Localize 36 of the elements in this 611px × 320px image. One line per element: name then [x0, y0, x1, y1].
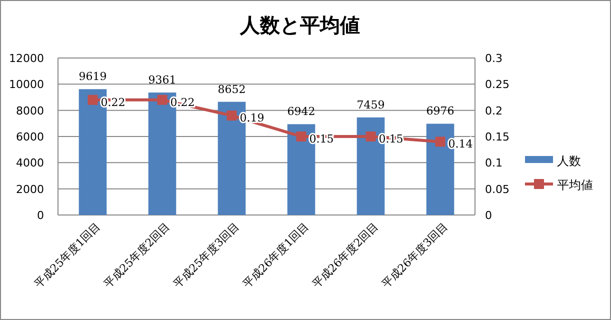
point	[226, 110, 237, 121]
y-tick-label: 0	[37, 209, 44, 222]
legend-label: 平均値	[557, 178, 593, 192]
point	[157, 94, 168, 105]
y-tick-label: 4000	[16, 156, 44, 170]
y2-tick-label: 0.05	[485, 182, 510, 196]
data-label: 7459	[356, 98, 385, 112]
y2-tick-label: 0.3	[485, 52, 502, 65]
point	[366, 132, 376, 142]
y-tick-label: 8000	[16, 104, 44, 118]
x-tick-label: 平成26年度3回目	[380, 220, 450, 291]
y2-tick-label: 0.15	[485, 130, 510, 144]
y2-tick-label: 0.25	[485, 78, 510, 92]
chart-title: 人数と平均値	[239, 13, 360, 37]
x-tick-label: 平成25年度3回目	[171, 220, 242, 291]
data-label: 8652	[218, 82, 246, 96]
data-label: 0.22	[170, 96, 195, 109]
data-label: 9361	[148, 74, 176, 87]
x-tick-label: 平成26年度2回目	[310, 220, 381, 291]
x-tick-label: 平成25年度2回目	[102, 220, 172, 291]
data-label: 6942	[287, 105, 316, 118]
y-tick-label: 6000	[16, 130, 44, 144]
y-tick-label: 2000	[16, 182, 44, 196]
y2-tick-label: 0.2	[485, 104, 502, 118]
x-tick-label: 平成26年度1回目	[240, 220, 312, 291]
data-label: 9619	[78, 70, 107, 84]
y2-tick-label: 0	[485, 209, 492, 222]
legend-label: 人数	[557, 154, 581, 168]
point	[296, 132, 306, 142]
x-tick-label: 平成25年度1回目	[32, 220, 103, 291]
point	[435, 136, 446, 147]
point	[88, 94, 98, 105]
y-tick-label: 10000	[9, 78, 44, 92]
data-label: 6976	[426, 104, 454, 118]
y-tick-label: 12000	[9, 52, 44, 65]
y2-tick-label: 0.1	[485, 156, 502, 170]
